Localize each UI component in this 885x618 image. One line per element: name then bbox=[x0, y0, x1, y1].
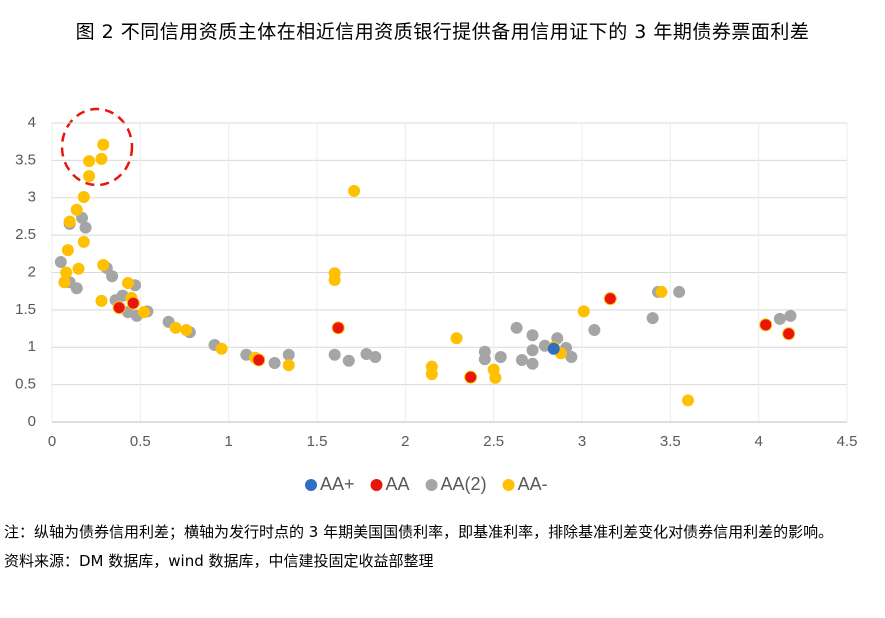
point bbox=[603, 292, 617, 306]
point bbox=[126, 296, 140, 310]
x-tick-label: 3 bbox=[578, 433, 586, 450]
legend-marker bbox=[425, 479, 438, 491]
point bbox=[77, 191, 90, 204]
point bbox=[369, 350, 382, 363]
x-tick-label: 0.5 bbox=[130, 433, 151, 450]
point bbox=[759, 318, 773, 332]
legend-label: AA- bbox=[518, 474, 548, 494]
point bbox=[450, 332, 463, 345]
x-tick-label: 2.5 bbox=[483, 433, 504, 450]
point bbox=[282, 359, 295, 372]
point bbox=[784, 309, 797, 322]
point bbox=[515, 353, 528, 366]
legend-marker bbox=[305, 479, 317, 491]
point bbox=[72, 262, 85, 275]
point bbox=[682, 394, 694, 407]
point bbox=[58, 276, 71, 289]
point bbox=[180, 324, 193, 337]
point bbox=[526, 344, 539, 357]
chart-title: 图 2 不同信用资质主体在相近信用资质银行提供备用信用证下的 3 年期债券票面利… bbox=[75, 21, 810, 43]
highlight-circle bbox=[60, 107, 134, 187]
point bbox=[526, 329, 539, 342]
y-tick-label: 0.5 bbox=[15, 376, 36, 393]
point bbox=[83, 170, 96, 183]
point bbox=[60, 266, 73, 279]
y-tick-label: 2.5 bbox=[15, 226, 36, 243]
point bbox=[95, 294, 108, 307]
point bbox=[489, 371, 502, 384]
x-tick-label: 4.5 bbox=[837, 433, 858, 450]
point bbox=[95, 152, 108, 165]
point bbox=[121, 276, 134, 289]
y-tick-label: 0 bbox=[28, 413, 36, 430]
point bbox=[215, 342, 228, 355]
point bbox=[328, 267, 341, 280]
point bbox=[342, 354, 355, 367]
y-tick-label: 3 bbox=[28, 189, 36, 206]
point bbox=[77, 235, 90, 248]
point bbox=[588, 324, 601, 337]
legend-marker bbox=[370, 479, 383, 491]
y-tick-label: 4 bbox=[28, 114, 36, 131]
point bbox=[252, 353, 266, 367]
point bbox=[782, 327, 796, 341]
x-tick-label: 4 bbox=[754, 433, 762, 450]
point bbox=[137, 306, 150, 319]
y-tick-label: 1 bbox=[28, 338, 36, 355]
point bbox=[169, 321, 182, 334]
point bbox=[112, 301, 126, 315]
point bbox=[348, 185, 361, 198]
y-tick-label: 1.5 bbox=[15, 301, 36, 318]
point bbox=[526, 357, 539, 370]
x-tick-label: 1.5 bbox=[307, 433, 328, 450]
y-tick-label: 2 bbox=[28, 263, 36, 280]
point bbox=[494, 350, 507, 363]
point bbox=[547, 342, 560, 355]
x-tick-label: 0 bbox=[48, 433, 56, 450]
legend-marker bbox=[502, 479, 515, 491]
chart: 0 0.5 1 1.5 2 2.5 3 3.5 4 0 0.5 1 1.5 2 2.5 3 3.5 4 4.5 AA+… bbox=[15, 107, 858, 494]
point bbox=[773, 312, 786, 325]
source: 资料来源：DM 数据库，wind 数据库，中信建投固定收益部整理 bbox=[4, 552, 434, 570]
point bbox=[268, 356, 281, 369]
point bbox=[79, 221, 92, 234]
x-tick-label: 1 bbox=[224, 433, 232, 450]
point bbox=[97, 259, 110, 272]
point bbox=[63, 215, 76, 228]
point bbox=[328, 348, 341, 361]
x-tick-label: 2 bbox=[401, 433, 409, 450]
point bbox=[464, 370, 478, 384]
point bbox=[106, 270, 119, 283]
legend-label: AA+ bbox=[320, 474, 355, 494]
point bbox=[510, 321, 523, 334]
point bbox=[565, 350, 578, 363]
point bbox=[61, 244, 74, 257]
point bbox=[282, 348, 295, 361]
point bbox=[70, 282, 83, 295]
point bbox=[70, 203, 83, 216]
notes: 注：纵轴为债券信用利差；横轴为发行时点的 3 年期美国国债利率，即基准利率，排除… bbox=[4, 518, 884, 576]
point bbox=[54, 256, 67, 269]
point bbox=[425, 368, 438, 381]
point bbox=[577, 305, 590, 318]
legend-label: AA bbox=[386, 474, 410, 494]
note: 注：纵轴为债券信用利差；横轴为发行时点的 3 年期美国国债利率，即基准利率，排除… bbox=[4, 523, 834, 541]
y-tick-label: 3.5 bbox=[15, 151, 36, 168]
point bbox=[83, 155, 96, 168]
point bbox=[646, 312, 659, 325]
point bbox=[97, 138, 110, 151]
point bbox=[655, 285, 668, 298]
point bbox=[331, 321, 345, 335]
point bbox=[478, 353, 491, 366]
x-tick-label: 3.5 bbox=[660, 433, 681, 450]
point bbox=[673, 285, 686, 298]
legend-label: AA(2) bbox=[441, 474, 487, 494]
